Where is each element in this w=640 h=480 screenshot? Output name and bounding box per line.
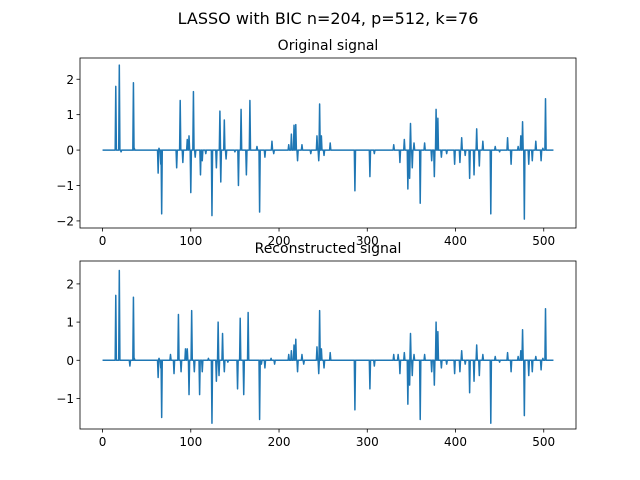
x-tick-label: 500	[532, 234, 555, 248]
y-tick-label: −2	[56, 214, 74, 228]
x-tick-label: 100	[179, 435, 202, 449]
y-tick-label: 2	[66, 73, 74, 87]
y-tick-label: −1	[56, 392, 74, 406]
y-tick-label: 1	[66, 316, 74, 330]
axes-frame-original	[79, 57, 577, 229]
y-tick-label: −1	[56, 179, 74, 193]
figure-suptitle: LASSO with BIC n=204, p=512, k=76	[178, 9, 479, 28]
signal-line-reconstructed	[102, 269, 554, 425]
y-tick-label: 2	[66, 277, 74, 291]
plot-original-signal: 0 100 200 300 400 500 −2 −1 0 1 2 Original signal	[56, 38, 577, 248]
x-tick-label: 0	[99, 435, 107, 449]
subplot-title-reconstructed: Reconstructed signal	[255, 241, 402, 257]
y-tick-label: 0	[66, 354, 74, 368]
axes-frame-reconstructed	[79, 260, 577, 430]
x-tick-label: 300	[356, 234, 379, 248]
x-tick-label: 400	[444, 234, 467, 248]
x-tick-label: 300	[356, 435, 379, 449]
x-tick-label: 200	[268, 435, 291, 449]
x-tick-label: 500	[532, 435, 555, 449]
y-tick-label: 0	[66, 144, 74, 158]
subplot-title-original: Original signal	[278, 38, 379, 54]
signal-line-original	[102, 64, 554, 220]
y-tick-label: 1	[66, 108, 74, 122]
x-tick-label: 0	[99, 234, 107, 248]
plot-reconstructed-signal: 0 100 200 300 400 500 −1 0 1 2 Reconstructed signa…	[56, 241, 577, 449]
x-tick-label: 400	[444, 435, 467, 449]
x-tick-label: 200	[268, 234, 291, 248]
x-tick-label: 100	[179, 234, 202, 248]
